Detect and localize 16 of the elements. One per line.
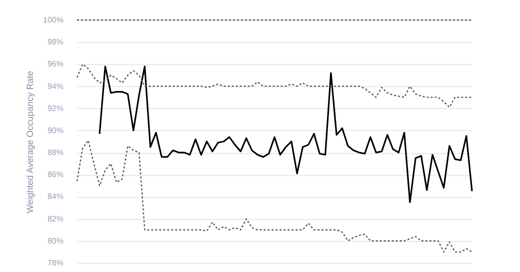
y-axis-title: Weighted Average Occupancy Rate <box>25 70 36 214</box>
line-series <box>76 64 473 108</box>
y-tick-label: 78% <box>47 258 64 268</box>
y-tick-label: 98% <box>47 38 64 47</box>
y-tick-label: 80% <box>47 236 64 246</box>
y-tick-label: 92% <box>47 104 64 113</box>
y-tick-label: 88% <box>47 148 64 158</box>
y-tick-label: 86% <box>47 170 64 180</box>
y-tick-label: 84% <box>47 192 64 202</box>
y-tick-label: 96% <box>47 60 64 69</box>
line-series <box>76 140 473 253</box>
y-tick-label: 90% <box>47 126 64 135</box>
y-tick-label: 94% <box>47 82 64 91</box>
y-tick-label: 100% <box>43 16 64 24</box>
line-series <box>98 66 473 204</box>
y-tick-label: 82% <box>47 214 64 224</box>
